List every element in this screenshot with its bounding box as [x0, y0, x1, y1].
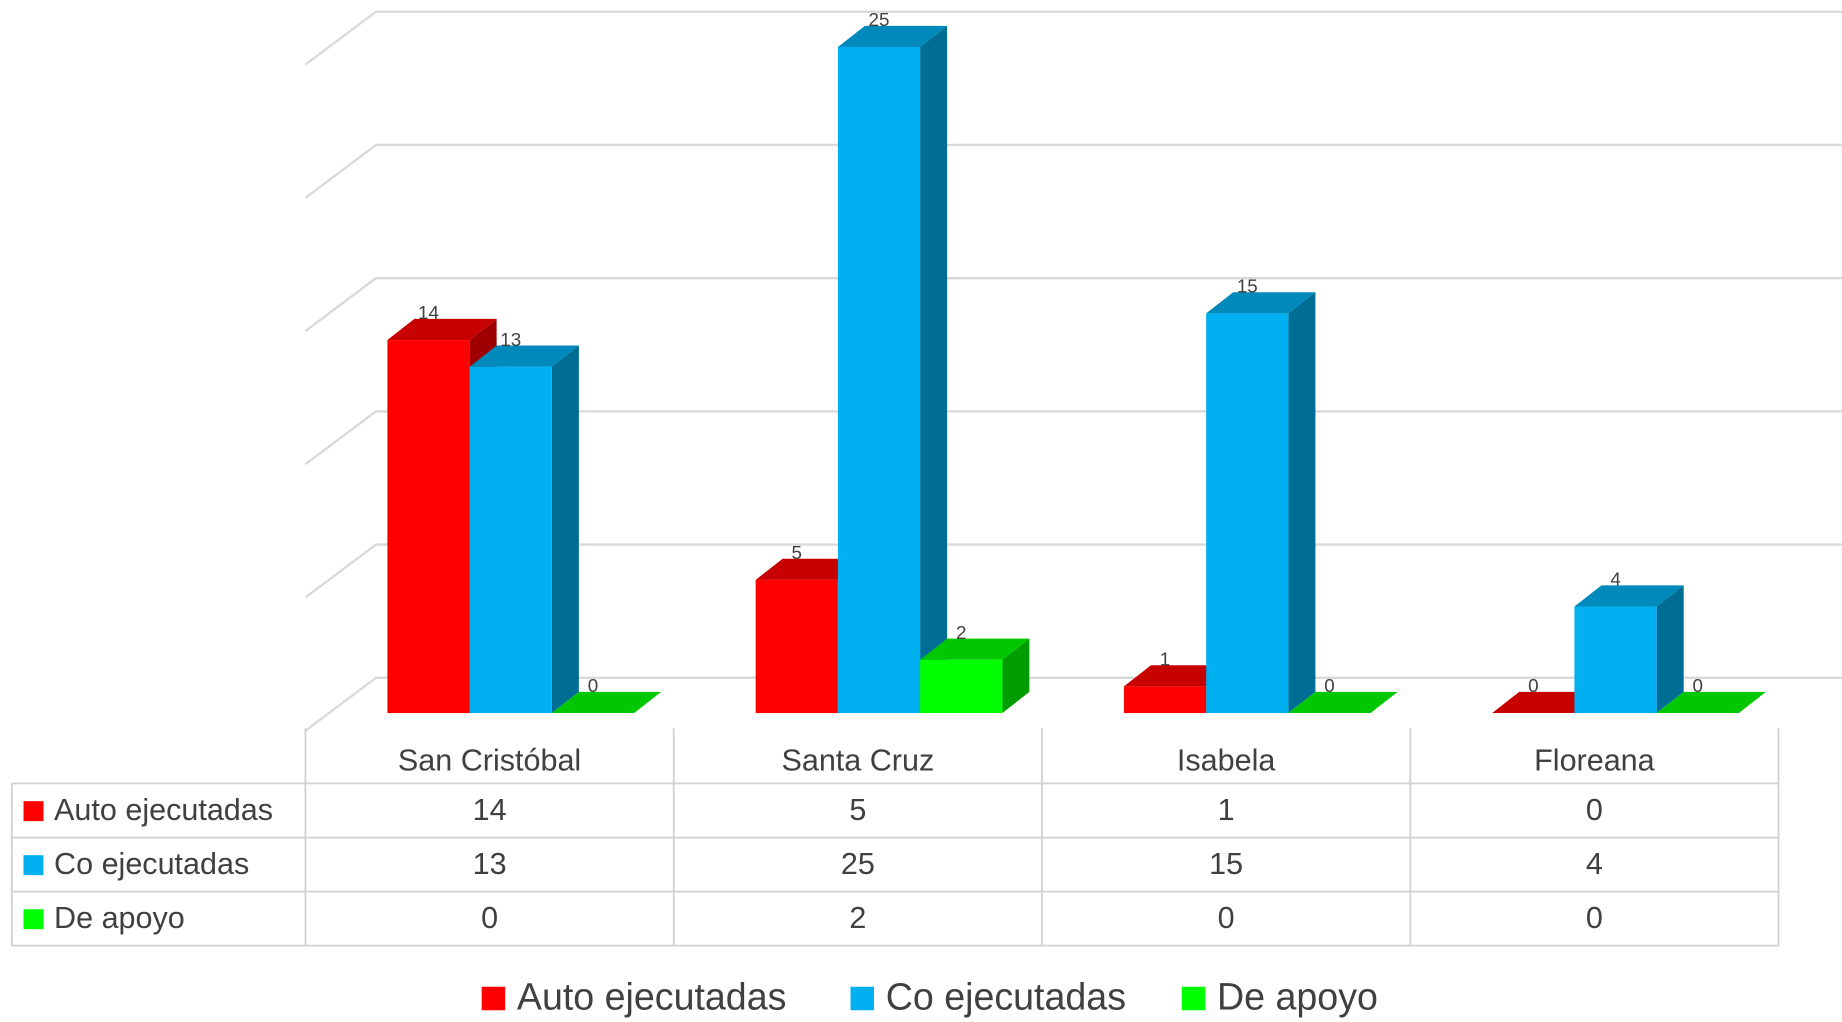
data-label: 2 [956, 622, 966, 643]
bar [920, 638, 1030, 714]
table-cell: 13 [473, 847, 507, 881]
data-label: 13 [500, 329, 521, 350]
bar [1574, 585, 1684, 714]
bar-side [1288, 292, 1316, 714]
bar [551, 691, 662, 714]
table-cell: 0 [481, 901, 498, 935]
data-label: 1 [1160, 649, 1170, 670]
bar-front [387, 340, 470, 714]
bar [1206, 292, 1316, 714]
data-label: 0 [1528, 675, 1538, 696]
bar-front [837, 46, 921, 714]
category-label: Santa Cruz [781, 743, 934, 777]
table-cell: 0 [1586, 793, 1603, 827]
legend-swatch [1181, 986, 1206, 1011]
bar [837, 25, 948, 714]
bar-front [1123, 686, 1207, 714]
bar-side [1656, 585, 1684, 714]
legend-swatch [481, 986, 506, 1011]
table-cell: 2 [849, 901, 866, 935]
bar-front [469, 366, 552, 714]
table-cell: 5 [849, 793, 866, 827]
grid-line [304, 276, 1842, 332]
bar-side [1002, 638, 1030, 714]
table-cell: 0 [1586, 901, 1603, 935]
bar-top [387, 318, 497, 341]
bar-top [837, 25, 948, 47]
bar-front [1206, 313, 1289, 714]
grid-line [304, 410, 1842, 466]
row-label: Auto ejecutadas [54, 793, 273, 827]
data-label: 0 [588, 675, 598, 696]
row-label: Co ejecutadas [54, 847, 249, 881]
bar-top [551, 691, 662, 714]
grid-line [304, 10, 1842, 66]
bar-top [755, 558, 865, 580]
bar-top [1123, 665, 1234, 687]
table-cell: 1 [1218, 793, 1235, 827]
grid-line [304, 543, 1842, 599]
data-label: 5 [792, 542, 802, 563]
row-label: De apoyo [54, 901, 185, 935]
grid-line [304, 143, 1842, 199]
data-label: 14 [418, 302, 439, 323]
bar-top [1206, 292, 1316, 314]
bar-top [1656, 691, 1766, 714]
bar-top [469, 345, 579, 367]
category-label: Floreana [1534, 743, 1655, 777]
row-key [23, 909, 44, 930]
bar-top [1288, 691, 1398, 714]
bar-top [1492, 691, 1602, 714]
row-key [23, 855, 44, 876]
table-cell: 4 [1586, 847, 1603, 881]
table-cell: 14 [473, 793, 507, 827]
category-label: Isabela [1177, 743, 1275, 777]
grid-line [304, 676, 1842, 732]
bar [469, 345, 579, 714]
bar-front [1574, 606, 1657, 714]
legend-label: De apoyo [1217, 976, 1378, 1018]
bar-side [920, 25, 948, 714]
bar-front [755, 579, 838, 714]
bar-side [551, 345, 579, 714]
legend-label: Auto ejecutadas [517, 976, 787, 1018]
row-key [23, 801, 44, 822]
table-cell: 25 [841, 847, 875, 881]
bar-top [1574, 585, 1684, 607]
bar-top [920, 638, 1030, 660]
data-label: 0 [1693, 675, 1703, 696]
category-label: San Cristóbal [398, 743, 581, 777]
bar [1492, 691, 1602, 714]
bar [1288, 691, 1398, 714]
data-label: 25 [869, 9, 890, 30]
table-cell: 15 [1209, 847, 1243, 881]
data-label: 4 [1610, 569, 1620, 590]
data-label: 15 [1237, 276, 1258, 297]
table-cell: 0 [1218, 901, 1235, 935]
bar [1656, 691, 1766, 714]
bar-front [920, 659, 1003, 714]
legend-swatch [850, 986, 875, 1011]
data-label: 0 [1324, 675, 1334, 696]
legend-label: Co ejecutadas [886, 976, 1126, 1018]
